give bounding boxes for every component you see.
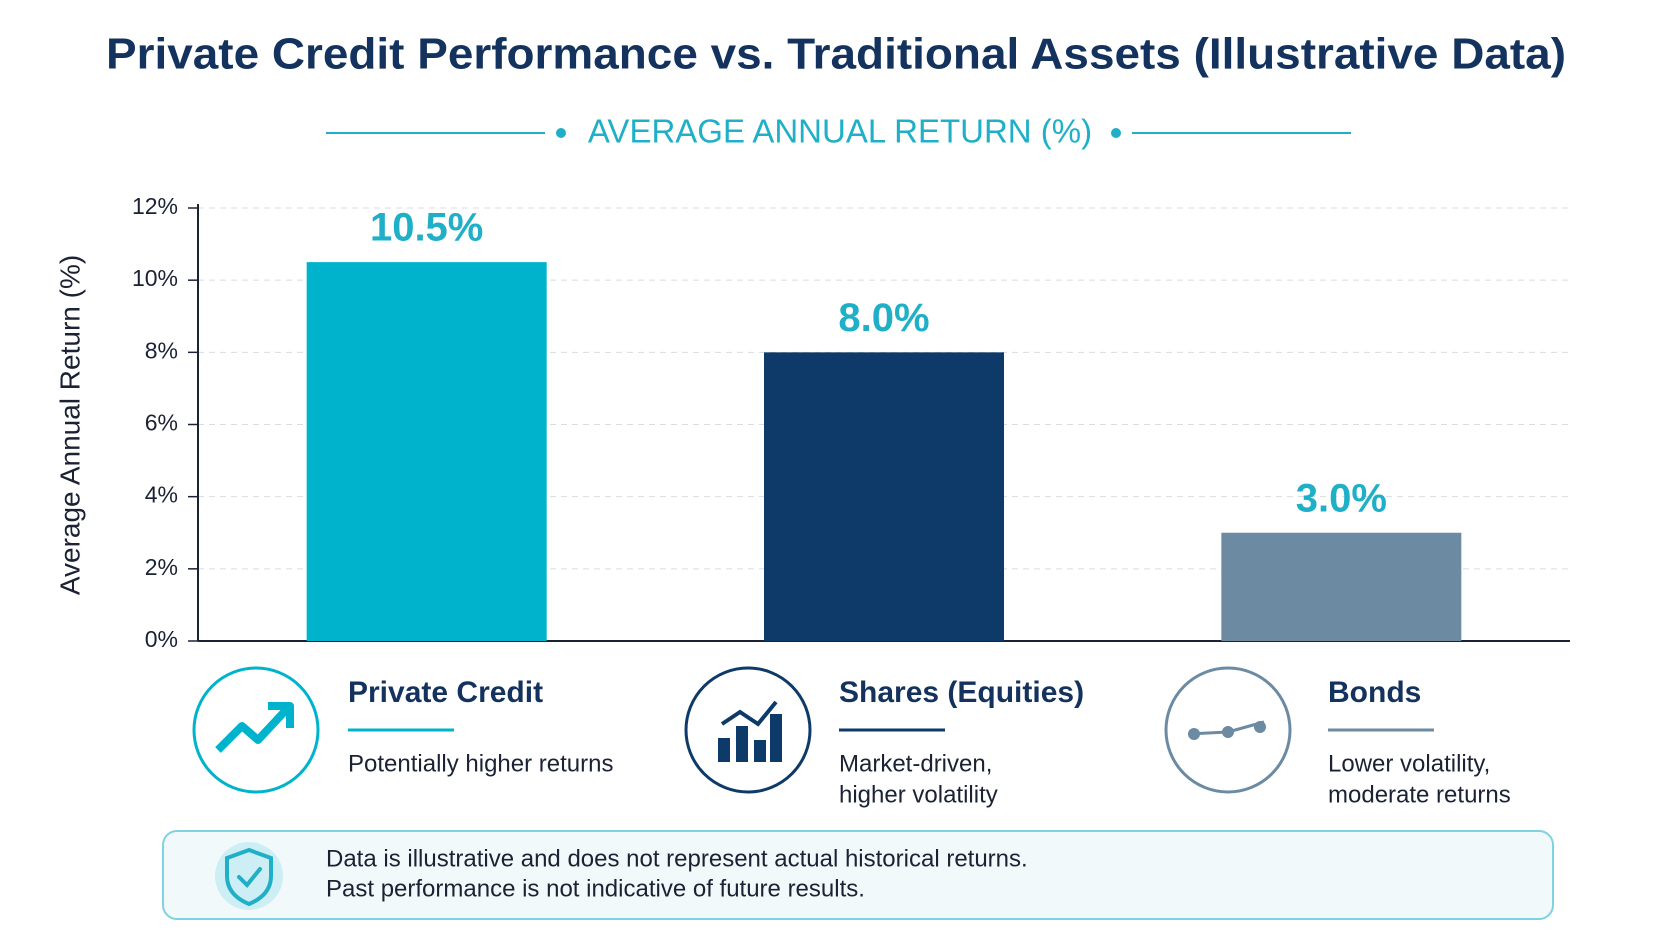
shield-icon: [225, 847, 273, 907]
bars-icon: [720, 700, 778, 727]
legend-circle: [1164, 666, 1292, 794]
bar: [306, 262, 547, 641]
legend-description: Market-driven,: [839, 750, 992, 777]
y-axis-title: Average Annual Return (%): [54, 255, 85, 595]
y-tick-label: 12%: [132, 193, 178, 219]
legend-description: Lower volatility,: [1328, 750, 1490, 777]
legend-name: Private Credit: [348, 676, 543, 709]
y-tick-label: 8%: [145, 337, 178, 363]
legend-name: Shares (Equities): [839, 676, 1084, 709]
bars-icon: [718, 738, 730, 762]
legend-circle: [684, 666, 812, 794]
line-icon: [1254, 721, 1266, 733]
value-label: 8.0%: [838, 296, 929, 340]
legend-circle: [192, 666, 320, 794]
value-label: 3.0%: [1296, 476, 1387, 520]
y-tick-label: 2%: [145, 554, 178, 580]
chart-subtitle: AVERAGE ANNUAL RETURN (%): [588, 113, 1092, 150]
legend-name: Bonds: [1328, 676, 1421, 709]
footnote-line: Data is illustrative and does not repres…: [326, 845, 1028, 872]
bars-icon: [770, 714, 782, 762]
legend-description: higher volatility: [839, 781, 998, 808]
legend-description: Potentially higher returns: [348, 750, 613, 777]
bars-icon: [754, 740, 766, 762]
line-icon: [1188, 728, 1200, 740]
subtitle-dot: [1111, 128, 1121, 138]
shield-check: [237, 867, 262, 888]
footnote-line: Past performance is not indicative of fu…: [326, 875, 865, 902]
y-tick-label: 0%: [145, 626, 178, 652]
bar: [1221, 532, 1462, 641]
y-tick-label: 4%: [145, 482, 178, 508]
y-tick-label: 6%: [145, 410, 178, 436]
chart-title: Private Credit Performance vs. Tradition…: [106, 30, 1566, 79]
bar: [764, 352, 1004, 641]
bars-icon: [736, 726, 748, 762]
subtitle-dot: [556, 128, 566, 138]
y-tick-label: 10%: [132, 265, 178, 291]
line-icon: [1222, 726, 1234, 738]
footnote-box: [162, 830, 1554, 920]
legend-description: moderate returns: [1328, 781, 1511, 808]
trend-icon: [215, 702, 294, 753]
value-label: 10.5%: [370, 206, 483, 250]
